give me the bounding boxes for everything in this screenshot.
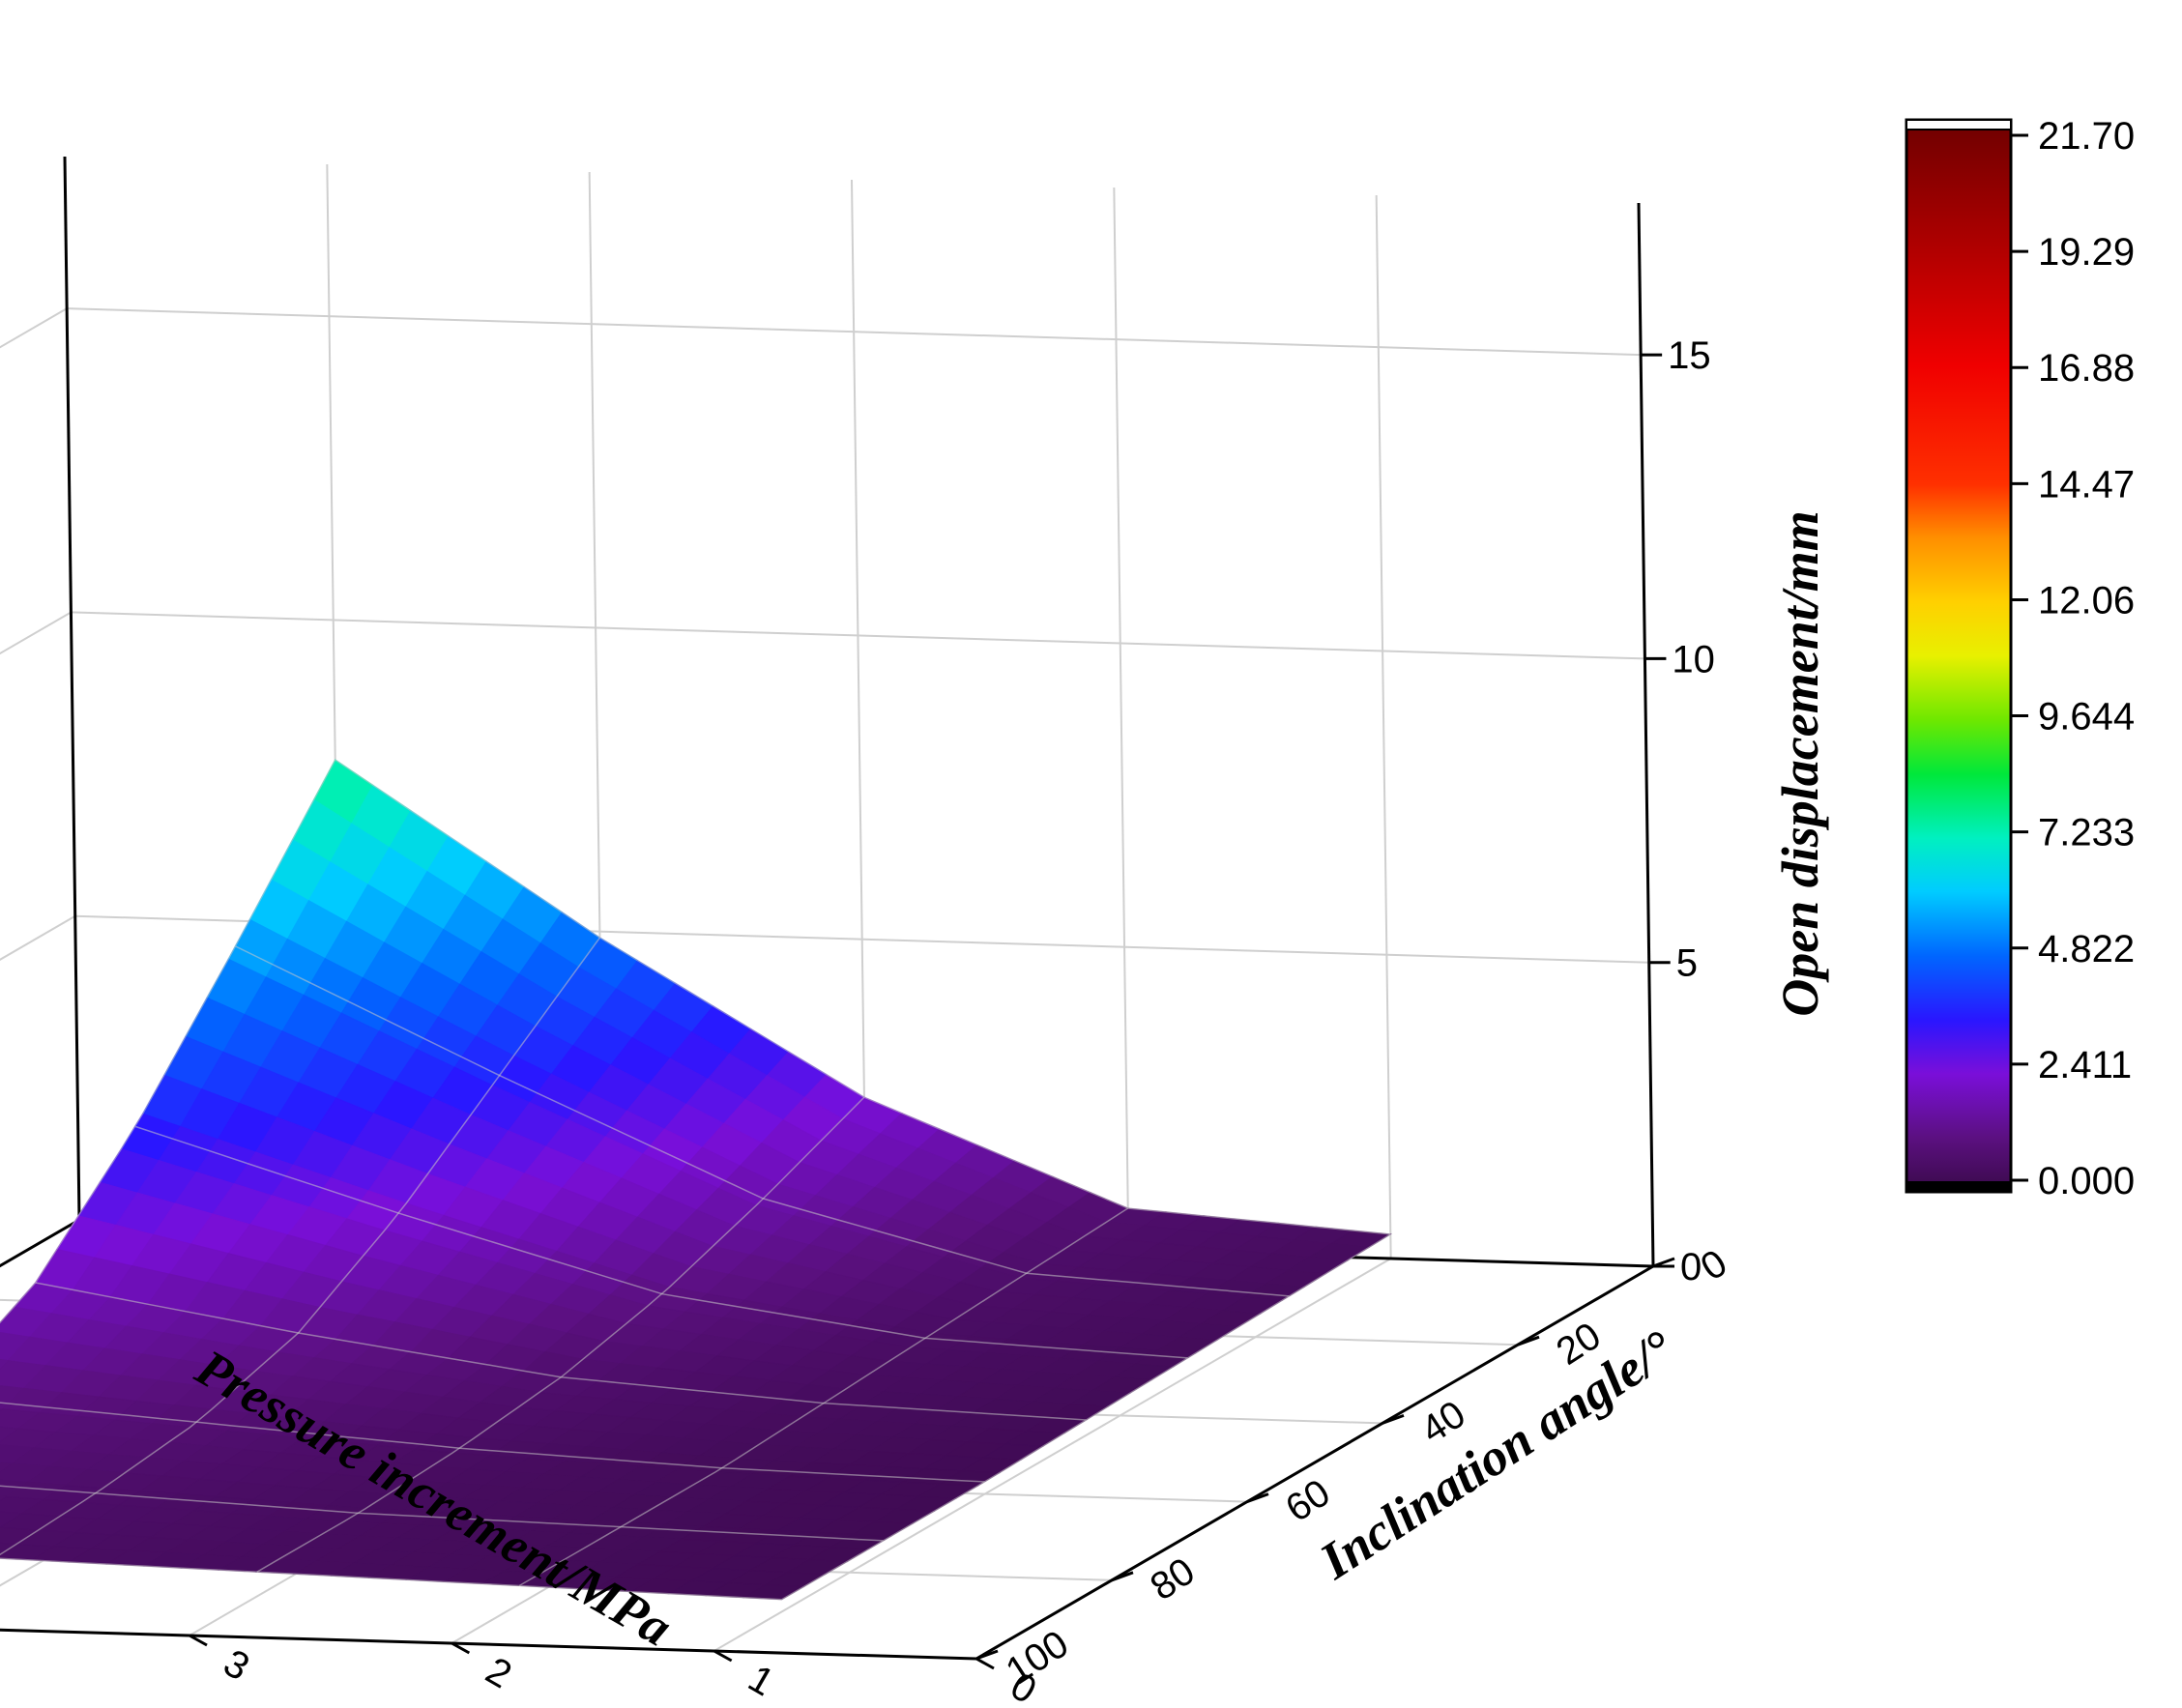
y-tick-mark (1382, 1413, 1405, 1425)
z-tick-label: 5 (1676, 942, 1698, 985)
grid-line-z-back (71, 611, 1645, 660)
grid-line-x-vertical (1375, 194, 1392, 1259)
grid-line-x-floor (713, 1258, 1392, 1652)
x-tick-label: 3 (217, 1641, 256, 1689)
z-tick-label: 15 (1668, 334, 1711, 377)
y-tick-mark (975, 1649, 999, 1661)
colorbar-label: 4.822 (2038, 928, 2135, 970)
y-tick-label: 60 (1278, 1471, 1337, 1530)
surface-mesh-line (0, 1557, 782, 1601)
corner-edge (63, 156, 81, 1221)
colorbar: 21.70 19.29 16.88 14.47 12.06 9.644 7.233 4.822… (1905, 115, 2135, 1202)
grid-line-z-back (67, 307, 1642, 357)
surface-mesh-line (0, 1485, 884, 1542)
surface-mesh-line (335, 759, 1391, 1235)
x-tick-label: 1 (742, 1657, 781, 1704)
colorbar-gradient (1905, 118, 2013, 1194)
y-tick-label: 100 (999, 1622, 1076, 1693)
x-tick-mark (451, 1641, 471, 1655)
colorbar-label: 12.06 (2038, 579, 2135, 622)
surface (0, 759, 1392, 1601)
x-axis-line (0, 1628, 977, 1661)
y-tick-label: 80 (1143, 1549, 1202, 1608)
colorbar-label: 21.70 (2038, 115, 2135, 158)
x-tick-mark (713, 1649, 733, 1663)
surface-mesh-line (235, 945, 1290, 1297)
grid-line-x-vertical (1113, 187, 1130, 1252)
x-axis-line-front (975, 1264, 1654, 1661)
y-tick-mark (1517, 1335, 1540, 1346)
colorbar-over-swatch (1906, 119, 2012, 130)
back-wall-angle (0, 157, 79, 1266)
surface-mesh-line (134, 1125, 1188, 1359)
colorbar-under-swatch (1906, 1181, 2012, 1193)
colorbar-label: 14.47 (2038, 463, 2135, 506)
colorbar-label: 2.411 (2038, 1044, 2132, 1086)
z-axis-line (1637, 202, 1655, 1267)
z-tick-label: 0 (1680, 1246, 1702, 1288)
surface-mesh-line (35, 1282, 1087, 1421)
colorbar-label: 0.000 (2038, 1160, 2135, 1202)
y-tick-mark (1111, 1571, 1134, 1582)
colorbar-label: 7.233 (2038, 812, 2135, 854)
surface-mesh-line (0, 1402, 985, 1483)
x-tick-mark (975, 1657, 995, 1670)
x-tick-label: 2 (479, 1649, 518, 1696)
z-tick-label: 10 (1672, 638, 1715, 680)
z-axis-title: Open displacement/mm (1771, 510, 1829, 1016)
colorbar-label: 9.644 (2038, 696, 2135, 738)
y-axis-title: Inclination angle/° (1309, 1319, 1684, 1591)
x-tick-mark (189, 1634, 208, 1647)
colorbar-label: 16.88 (2038, 347, 2135, 390)
grid-line-x-vertical (851, 179, 867, 1244)
y-tick-mark (1246, 1492, 1269, 1504)
colorbar-label: 19.29 (2038, 231, 2135, 274)
